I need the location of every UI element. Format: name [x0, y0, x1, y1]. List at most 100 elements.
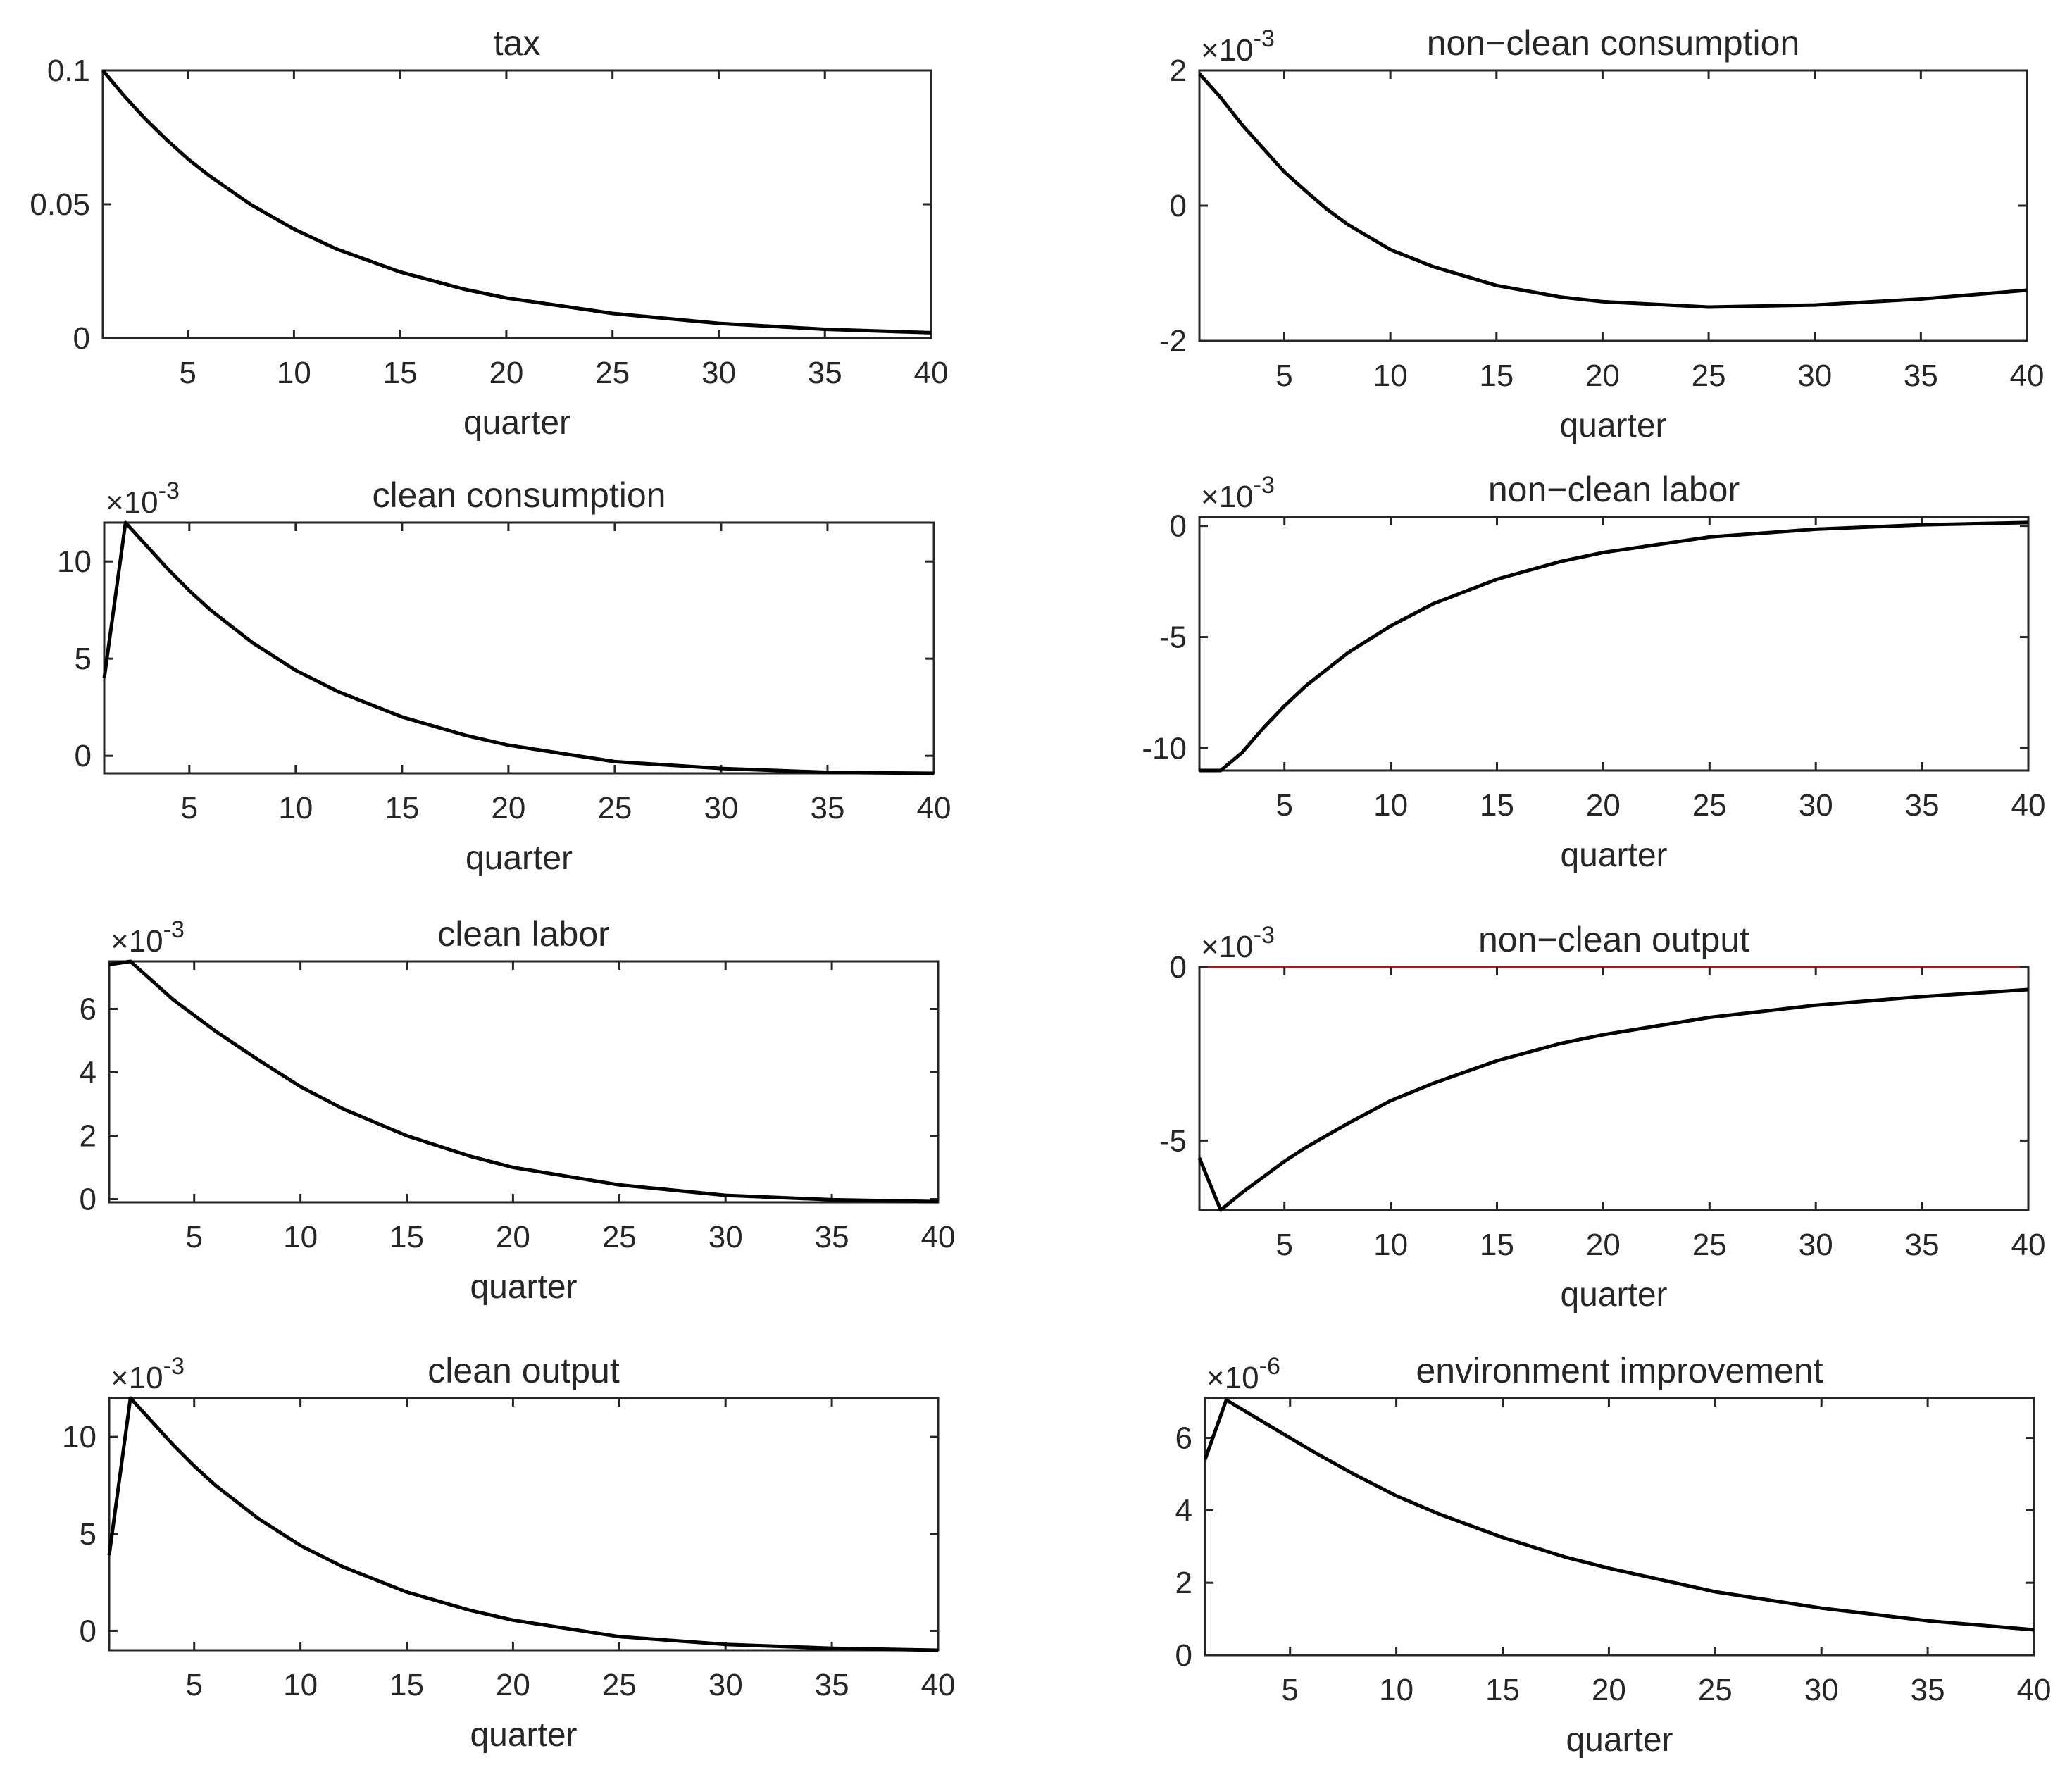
- subplot-tax: tax 5 10 15 20 25 30 35 40 0 0.05 0.1 quarter: [30, 23, 948, 442]
- plot-area: [1204, 1397, 2035, 1657]
- x-tick-label: 35: [1904, 358, 1938, 393]
- axis-exponent: ×10-3: [111, 916, 185, 959]
- exponent-value: -3: [1254, 25, 1275, 52]
- x-tick-label: 25: [597, 791, 632, 825]
- x-tick-label: 15: [389, 1668, 424, 1702]
- x-axis-label: quarter: [1560, 837, 1667, 874]
- y-tick-label: 2: [1170, 54, 1187, 88]
- x-tick-label: 30: [709, 1668, 743, 1702]
- x-tick-label: 15: [1479, 358, 1514, 393]
- plot-title: non−clean labor: [1488, 470, 1740, 509]
- y-tick-label: 6: [1175, 1421, 1192, 1456]
- x-tick-label: 15: [1480, 788, 1514, 823]
- x-tick-label: 35: [808, 356, 842, 390]
- series-line-clean-output: [107, 1396, 939, 1652]
- x-axis-label: quarter: [470, 1716, 577, 1754]
- y-tick-label: 0: [75, 739, 92, 773]
- axis-exponent: ×10-3: [1201, 472, 1275, 514]
- x-tick-label: 30: [701, 356, 736, 390]
- y-tick-label: 6: [80, 992, 96, 1027]
- plot-area: [108, 960, 940, 1204]
- subplot-non-clean-consumption: non−clean consumption 5 10 15 20 25 30 35 40 -2 0 2…: [1159, 23, 2045, 444]
- x-tick-label: 30: [709, 1220, 743, 1254]
- x-tick-label: 10: [278, 791, 313, 825]
- x-tick-label: 25: [1698, 1673, 1733, 1707]
- x-tick-label: 40: [914, 356, 949, 390]
- exponent-value: -3: [1254, 472, 1275, 499]
- x-tick-label: 25: [602, 1220, 637, 1254]
- x-tick-label: 20: [491, 791, 525, 825]
- x-tick-label: 15: [385, 791, 419, 825]
- series-line-tax: [101, 69, 932, 335]
- x-tick-label: 35: [815, 1668, 849, 1702]
- series-line-non-clean-labor: [1199, 520, 2029, 773]
- x-tick-label: 40: [2011, 1228, 2046, 1262]
- y-tick-label: 0: [80, 1614, 96, 1648]
- plot-area: [1198, 966, 2030, 1211]
- y-tick-label: 5: [80, 1517, 96, 1552]
- x-tick-label: 35: [1905, 788, 1940, 823]
- x-tick-label: 10: [277, 356, 311, 390]
- y-tick-label: -2: [1159, 324, 1187, 358]
- x-tick-label: 30: [704, 791, 738, 825]
- exponent-value: -6: [1259, 1353, 1280, 1380]
- x-tick-label: 20: [1585, 358, 1620, 393]
- x-tick-label: 15: [1480, 1228, 1514, 1262]
- exponent-value: -3: [163, 916, 185, 943]
- y-tick-label: 0: [1175, 1638, 1192, 1673]
- plot-area: [101, 69, 932, 339]
- y-tick-label: 2: [1175, 1566, 1192, 1600]
- x-tick-label: 5: [1281, 1673, 1298, 1707]
- x-tick-label: 5: [179, 356, 196, 390]
- exponent-value: -3: [163, 1353, 185, 1380]
- x-tick-label: 5: [181, 791, 198, 825]
- y-tick-label: 0: [1170, 189, 1187, 223]
- x-tick-label: 35: [1911, 1673, 1945, 1707]
- subplot-clean-output: clean output 5 10 15 20 25 30 35 40 0 5 10 ×10-3 quar…: [62, 1351, 955, 1754]
- plot-area: [1198, 516, 2030, 772]
- y-tick-label: 10: [62, 1420, 96, 1454]
- x-tick-label: 25: [595, 356, 630, 390]
- x-tick-label: 40: [921, 1668, 956, 1702]
- axis-exponent: ×10-3: [106, 478, 180, 520]
- series-line-environment-improvement: [1203, 1398, 2035, 1632]
- x-tick-label: 20: [496, 1220, 530, 1254]
- subplot-non-clean-labor: non−clean labor 5 10 15 20 25 30 35 40 -10 -5 0 ×10-…: [1142, 470, 2045, 874]
- x-tick-label: 30: [1799, 1228, 1833, 1262]
- x-tick-label: 35: [1905, 1228, 1940, 1262]
- x-tick-label: 15: [383, 356, 418, 390]
- x-tick-label: 35: [815, 1220, 849, 1254]
- x-tick-label: 5: [1275, 788, 1292, 823]
- x-tick-label: 30: [1799, 788, 1833, 823]
- y-tick-label: 0: [1170, 950, 1187, 985]
- x-tick-label: 30: [1797, 358, 1832, 393]
- plot-title: clean labor: [437, 914, 610, 954]
- x-tick-label: 35: [810, 791, 844, 825]
- x-axis-label: quarter: [470, 1268, 577, 1306]
- plot-title: environment improvement: [1416, 1351, 1823, 1390]
- axis-exponent: ×10-3: [111, 1353, 185, 1395]
- series-line-non-clean-output: [1197, 987, 2029, 1212]
- x-axis-label: quarter: [1559, 407, 1666, 444]
- x-tick-label: 10: [1373, 358, 1408, 393]
- plot-area: [108, 1397, 940, 1652]
- y-tick-label: 2: [80, 1119, 96, 1154]
- exponent-value: -3: [158, 478, 180, 504]
- series-line-clean-consumption: [102, 520, 935, 775]
- x-tick-label: 15: [389, 1220, 424, 1254]
- x-tick-label: 40: [917, 791, 951, 825]
- x-tick-label: 40: [2010, 358, 2045, 393]
- x-tick-label: 10: [283, 1668, 318, 1702]
- y-tick-label: 10: [57, 544, 92, 579]
- x-tick-label: 25: [1692, 788, 1727, 823]
- plot-title: clean consumption: [373, 475, 666, 515]
- x-tick-label: 40: [921, 1220, 956, 1254]
- y-tick-label: 0: [73, 321, 90, 356]
- y-tick-label: -10: [1142, 731, 1187, 766]
- axis-exponent: ×10-6: [1206, 1353, 1280, 1395]
- plot-title: tax: [494, 23, 541, 63]
- y-tick-label: 0: [80, 1183, 96, 1217]
- subplot-clean-labor: clean labor 5 10 15 20 25 30 35 40 0 2 4 6 ×10-3 quart…: [80, 914, 956, 1306]
- x-axis-label: quarter: [466, 840, 573, 877]
